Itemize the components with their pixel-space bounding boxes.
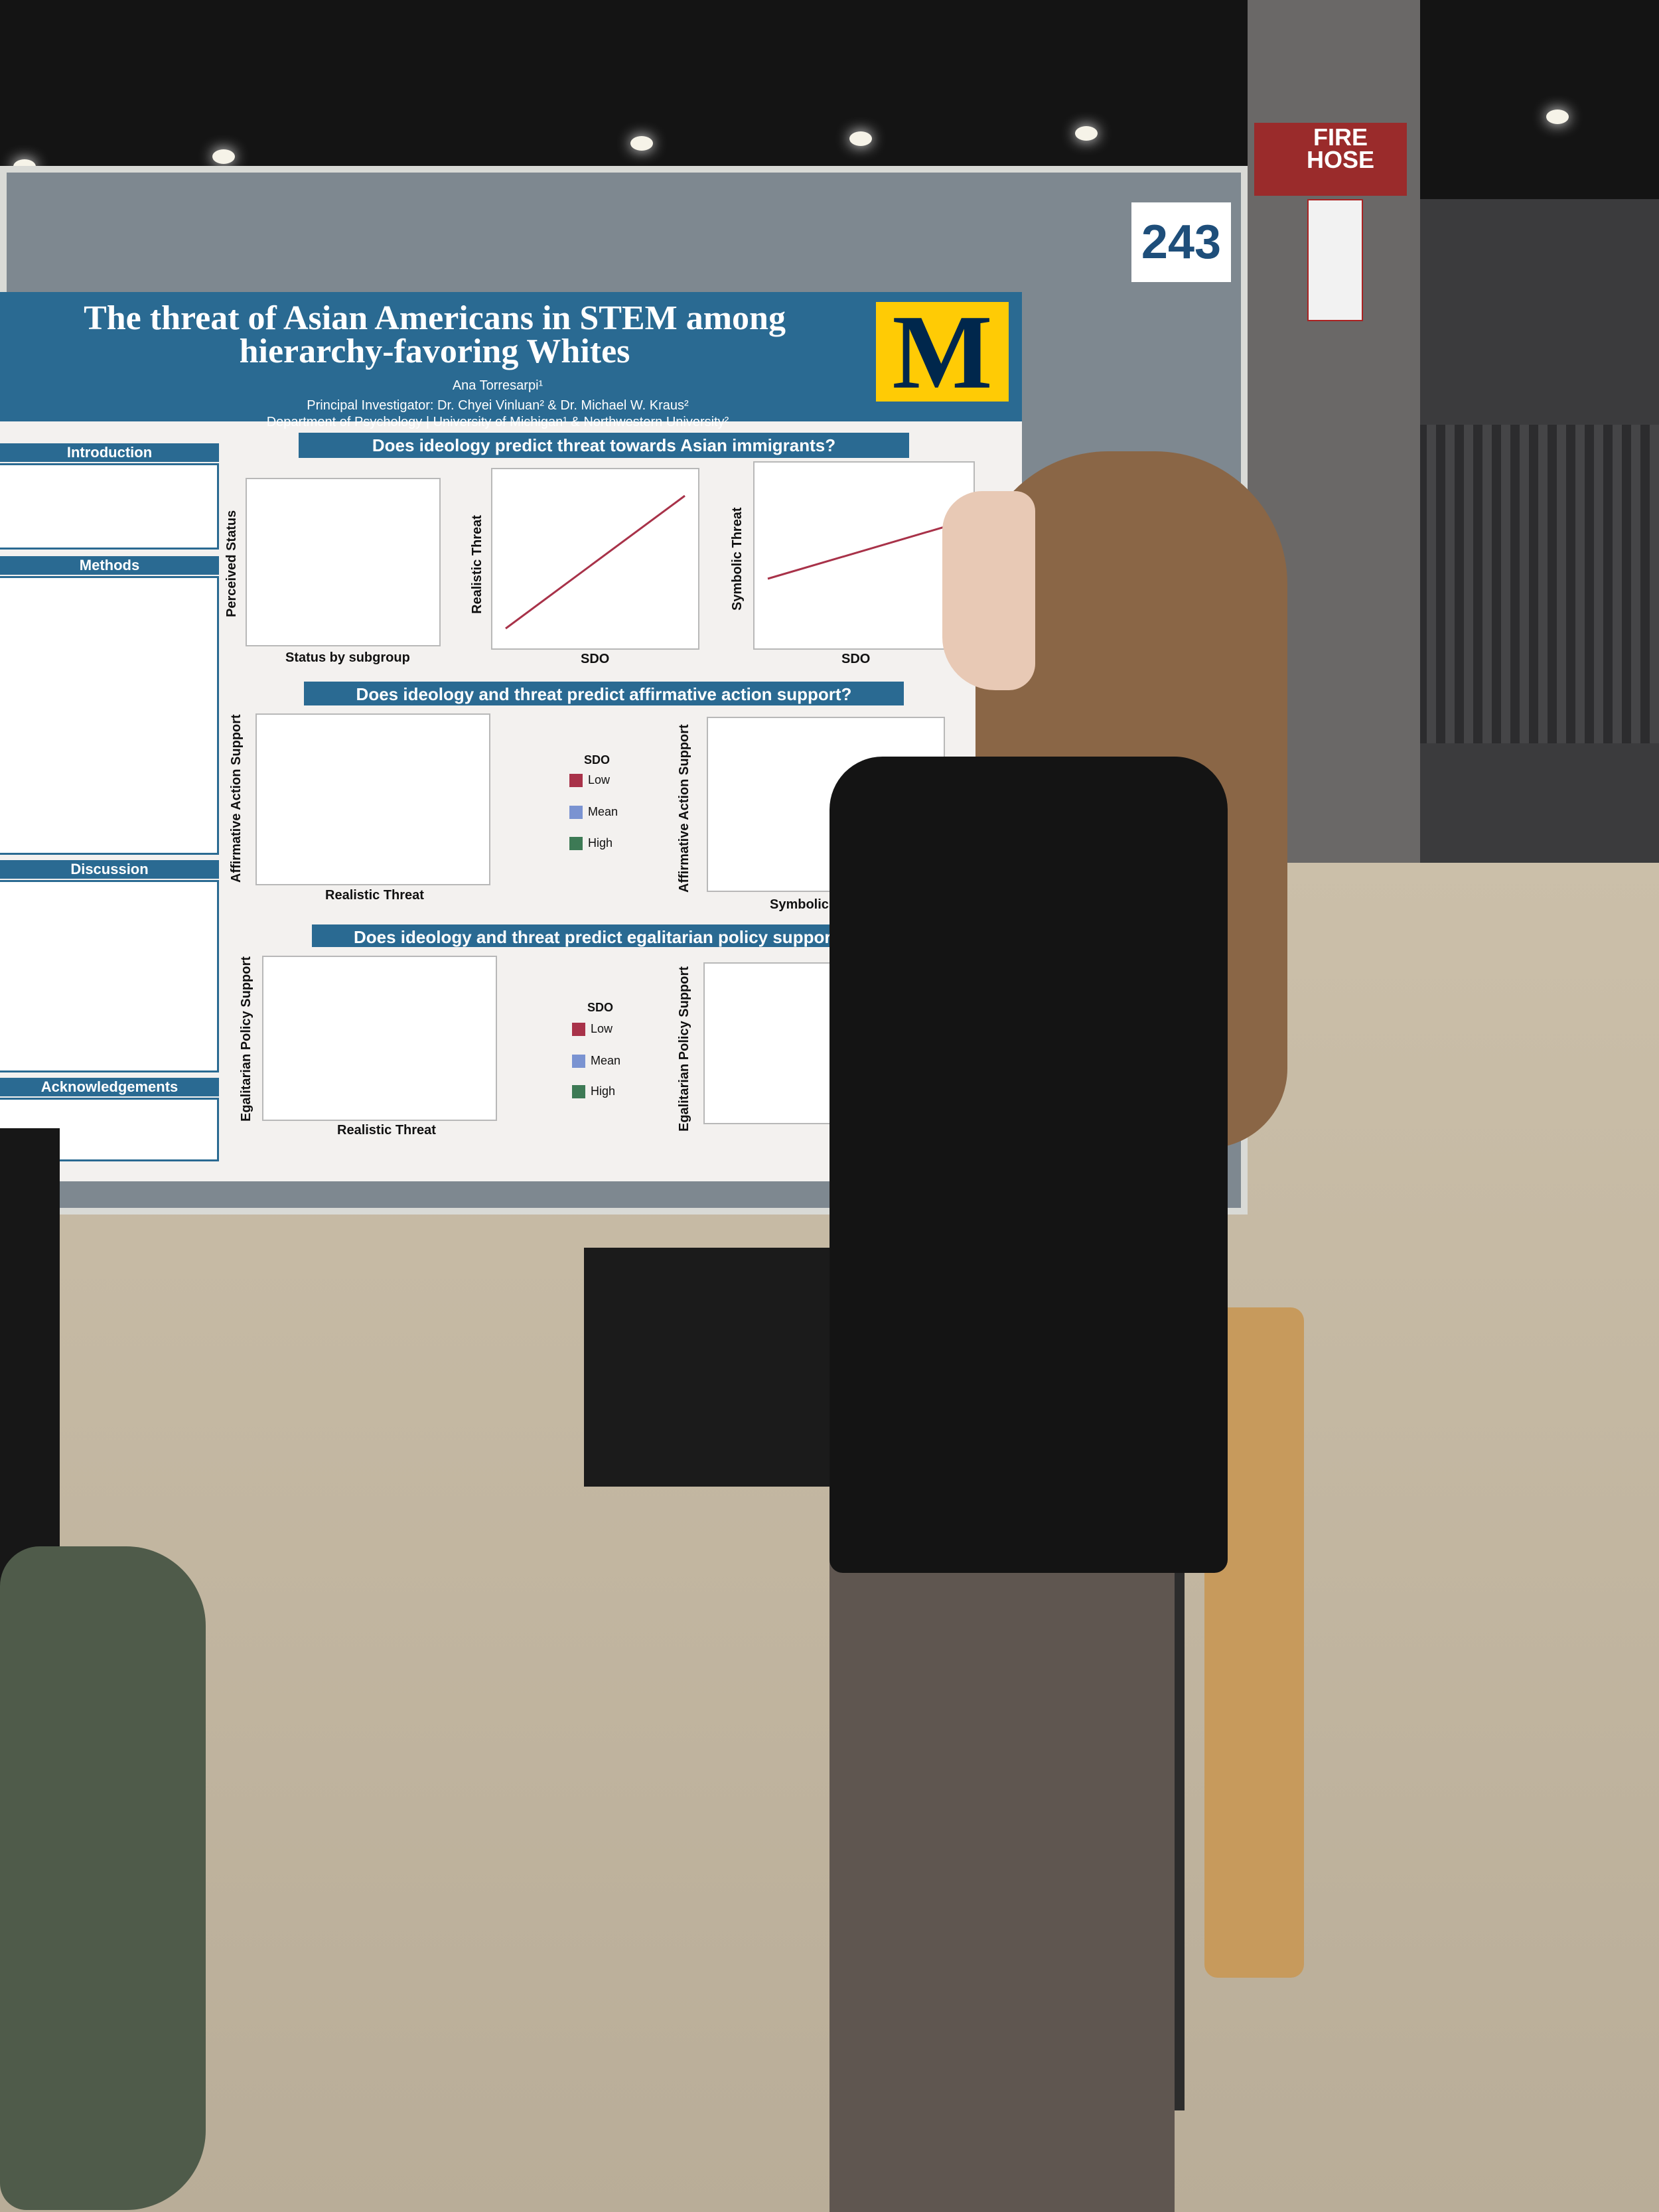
realistic-threat-xlabel: SDO — [581, 652, 610, 666]
section-heading-ideology-threat: Does ideology predict threat towards Asi… — [299, 433, 909, 458]
legend-high-2: High — [572, 1084, 616, 1099]
legend-mean-label: Mean — [588, 805, 618, 818]
speaker-jacket — [830, 757, 1228, 1573]
perceived-status-xlabel: Status by subgroup — [285, 650, 410, 665]
methods-box — [0, 576, 219, 855]
legend-mean-label: Mean — [591, 1054, 621, 1067]
ceiling-light — [849, 131, 872, 146]
legend-mean-2: Mean — [572, 1054, 621, 1069]
fire-hose-sign: FIRE HOSE — [1306, 123, 1375, 173]
legend-high-swatch — [572, 1085, 585, 1099]
legend-low-swatch — [569, 774, 583, 788]
ceiling-light — [1546, 110, 1569, 124]
legend-high: High — [569, 836, 613, 851]
realistic-threat-plot — [491, 468, 699, 650]
aa-realistic-xlabel: Realistic Threat — [325, 888, 424, 903]
legend-low-2: Low — [572, 1022, 613, 1037]
discussion-box — [0, 880, 219, 1072]
poster-principal-investigator: Principal Investigator: Dr. Chyei Vinlua… — [307, 398, 689, 413]
poster-title: The threat of Asian Americans in STEM am… — [84, 299, 786, 370]
symbolic-threat-fit-line — [767, 521, 961, 580]
poster-department: Department of Psychology | University of… — [266, 415, 729, 429]
symbolic-threat-plot — [753, 461, 975, 650]
ep-realistic-xlabel: Realistic Threat — [337, 1123, 436, 1138]
emergency-sign — [1307, 199, 1363, 321]
board-number: 243 — [1131, 202, 1231, 282]
ep-realistic-ylabel: Egalitarian Policy Support — [239, 956, 253, 1122]
handbag — [0, 1546, 206, 2210]
introduction-box — [0, 463, 219, 550]
poster-author: Ana Torresarpi¹ — [452, 378, 543, 393]
ceiling-light — [1075, 126, 1098, 141]
speaker-trousers — [830, 1526, 1175, 2212]
ep-realistic-plot — [262, 956, 497, 1121]
aa-symbolic-ylabel: Affirmative Action Support — [677, 724, 691, 893]
introduction-heading: Introduction — [0, 443, 219, 462]
legend-low-label: Low — [588, 773, 611, 786]
pillar-band — [1254, 123, 1407, 196]
legend-high-label: High — [588, 836, 613, 849]
ep-symbolic-ylabel: Egalitarian Policy Support — [677, 966, 691, 1132]
section-heading-affirmative-action: Does ideology and threat predict affirma… — [304, 682, 904, 705]
acknowledgements-heading: Acknowledgements — [0, 1078, 219, 1096]
discussion-heading: Discussion — [0, 860, 219, 879]
legend-low-label: Low — [591, 1022, 613, 1035]
legend-mean-swatch — [572, 1055, 585, 1069]
symbolic-threat-ylabel: Symbolic Threat — [730, 507, 745, 611]
legend-title-2: SDO — [587, 1001, 614, 1014]
methods-heading: Methods — [0, 556, 219, 575]
perceived-status-ylabel: Perceived Status — [224, 510, 239, 617]
aa-realistic-plot — [255, 713, 490, 885]
background-person-legs — [584, 1248, 836, 1487]
curtain — [1380, 425, 1659, 743]
speaker-face — [942, 491, 1035, 690]
legend-high-label: High — [591, 1084, 616, 1098]
perceived-status-plot — [246, 478, 441, 646]
poster-header — [0, 292, 1022, 421]
symbolic-threat-xlabel: SDO — [841, 652, 871, 666]
legend-title: SDO — [584, 753, 611, 767]
legend-high-swatch — [569, 837, 583, 851]
section-heading-egalitarian-policy: Does ideology and threat predict egalita… — [312, 924, 889, 947]
ceiling-light — [212, 149, 235, 164]
legend-mean-swatch — [569, 806, 583, 820]
aa-realistic-ylabel: Affirmative Action Support — [229, 714, 244, 883]
realistic-threat-fit-line — [505, 494, 685, 630]
legend-low: Low — [569, 773, 611, 788]
ceiling-light — [630, 136, 653, 151]
realistic-threat-ylabel: Realistic Threat — [470, 515, 484, 614]
legend-low-swatch — [572, 1023, 585, 1037]
legend-mean: Mean — [569, 805, 618, 820]
university-logo: M — [876, 299, 1009, 405]
